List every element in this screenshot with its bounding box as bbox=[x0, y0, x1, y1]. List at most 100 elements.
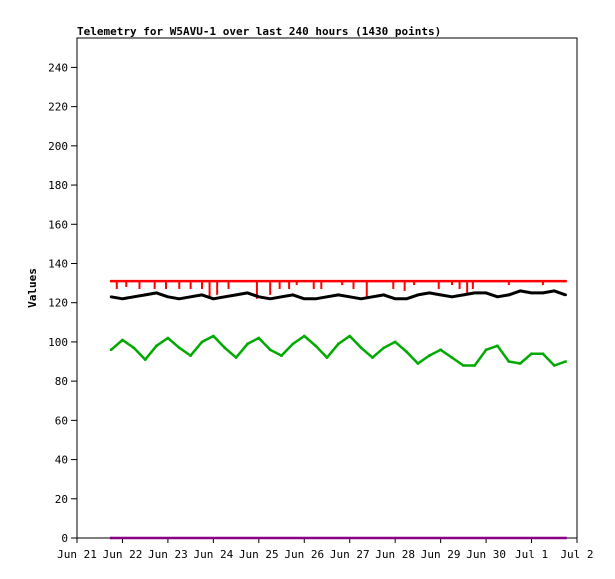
data-point bbox=[212, 297, 215, 300]
data-point bbox=[553, 364, 556, 367]
data-point bbox=[291, 342, 295, 346]
data-point bbox=[314, 344, 317, 348]
data-point bbox=[518, 362, 522, 365]
data-point bbox=[178, 346, 181, 350]
data-point bbox=[223, 295, 226, 299]
data-point bbox=[223, 346, 226, 350]
data-point bbox=[382, 346, 386, 350]
data-point bbox=[121, 338, 124, 342]
y-tick-label: 240 bbox=[48, 61, 68, 74]
data-point bbox=[530, 352, 533, 355]
y-tick-label: 20 bbox=[55, 493, 68, 506]
data-point bbox=[212, 334, 215, 338]
data-point bbox=[268, 348, 272, 351]
data-point bbox=[371, 295, 374, 299]
data-point bbox=[337, 342, 340, 346]
x-tick-label: Jun 23 bbox=[148, 548, 188, 561]
y-tick-label: 200 bbox=[48, 140, 68, 153]
data-point bbox=[268, 297, 272, 300]
data-point bbox=[303, 334, 306, 338]
data-point bbox=[200, 293, 204, 297]
data-point bbox=[507, 360, 511, 363]
y-tick-label: 220 bbox=[48, 101, 68, 114]
data-point bbox=[291, 293, 295, 297]
data-point bbox=[132, 346, 136, 350]
data-point bbox=[155, 344, 158, 348]
data-point bbox=[473, 364, 476, 367]
series-1 bbox=[109, 289, 567, 301]
data-point bbox=[541, 352, 545, 355]
data-point bbox=[132, 295, 136, 299]
data-point bbox=[337, 293, 340, 297]
data-point bbox=[109, 295, 113, 299]
data-point bbox=[314, 297, 317, 300]
x-tick-label: Jun 22 bbox=[103, 548, 143, 561]
x-tick-label: Jun 25 bbox=[239, 548, 279, 561]
y-tick-label: 100 bbox=[48, 336, 68, 349]
x-tick-label: Jun 27 bbox=[330, 548, 370, 561]
series-2 bbox=[109, 334, 567, 367]
data-point bbox=[246, 342, 249, 346]
x-tick-label: Jul 1 bbox=[515, 548, 548, 561]
data-point bbox=[462, 293, 465, 297]
y-tick-label: 120 bbox=[48, 297, 68, 310]
data-point bbox=[484, 348, 488, 351]
data-point bbox=[143, 293, 147, 297]
x-axis: Jun 21 Jun 22 Jun 23 Jun 24 Jun 25 Jun 26 Jun … bbox=[57, 538, 594, 561]
x-tick-label: Jun 30 bbox=[466, 548, 506, 561]
data-point bbox=[416, 362, 420, 365]
data-point bbox=[348, 334, 351, 338]
data-point bbox=[303, 297, 306, 300]
data-point bbox=[428, 354, 431, 357]
data-point bbox=[382, 293, 386, 297]
data-point bbox=[143, 358, 147, 361]
data-point bbox=[189, 354, 192, 357]
y-axis-label: Values bbox=[26, 268, 39, 308]
data-point bbox=[541, 291, 545, 295]
y-tick-label: 40 bbox=[55, 454, 68, 467]
data-point bbox=[496, 295, 499, 299]
data-point bbox=[496, 344, 499, 348]
data-point bbox=[507, 293, 511, 297]
series-line bbox=[110, 334, 567, 367]
x-tick-label: Jun 28 bbox=[375, 548, 415, 561]
y-tick-label: 0 bbox=[61, 532, 68, 545]
x-tick-label: Jun 26 bbox=[284, 548, 324, 561]
data-point bbox=[359, 297, 363, 300]
data-point bbox=[405, 297, 408, 300]
x-tick-label: Jun 24 bbox=[193, 548, 233, 561]
data-point bbox=[450, 356, 454, 359]
data-point bbox=[155, 291, 158, 295]
data-point bbox=[109, 536, 113, 540]
data-point bbox=[553, 289, 556, 293]
data-point bbox=[325, 295, 329, 299]
y-tick-label: 140 bbox=[48, 257, 68, 270]
data-point bbox=[166, 336, 170, 340]
data-point bbox=[178, 297, 181, 300]
data-point bbox=[257, 336, 261, 340]
data-point bbox=[109, 279, 113, 283]
data-point bbox=[530, 291, 533, 295]
data-point bbox=[246, 291, 249, 295]
data-point bbox=[564, 536, 567, 540]
series-3 bbox=[109, 536, 567, 540]
data-point bbox=[393, 297, 397, 300]
y-tick-label: 80 bbox=[55, 375, 68, 388]
data-point bbox=[109, 348, 113, 351]
data-point bbox=[359, 346, 363, 350]
data-point bbox=[257, 295, 261, 299]
y-tick-label: 180 bbox=[48, 179, 68, 192]
data-point bbox=[280, 354, 283, 357]
data-point bbox=[462, 364, 465, 367]
x-tick-label: Jul 2 bbox=[560, 548, 593, 561]
series-layer bbox=[109, 279, 567, 540]
data-point bbox=[234, 293, 238, 297]
data-point bbox=[439, 293, 442, 297]
series-0 bbox=[109, 279, 567, 299]
chart-title: Telemetry for W5AVU-1 over last 240 hour… bbox=[77, 25, 441, 38]
plot-frame bbox=[76, 37, 578, 539]
data-point bbox=[348, 295, 351, 299]
y-tick-label: 60 bbox=[55, 414, 68, 427]
data-point bbox=[200, 340, 204, 344]
